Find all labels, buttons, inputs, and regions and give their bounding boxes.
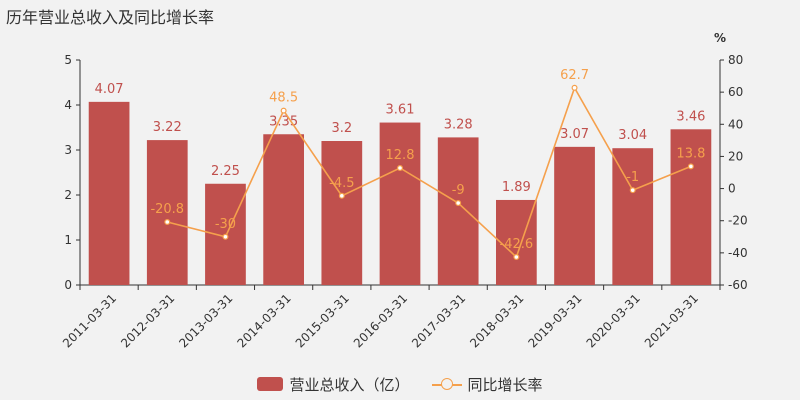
bar-value-label: 3.2 xyxy=(331,121,352,136)
legend-item-line[interactable]: 同比增长率 xyxy=(431,374,543,395)
growth-line xyxy=(167,85,692,259)
bar xyxy=(670,129,712,285)
bar xyxy=(146,140,188,285)
growth-point xyxy=(571,84,578,91)
growth-value-label: -4.5 xyxy=(329,176,354,191)
right-tick-label: 40 xyxy=(728,117,743,131)
growth-value-label: 13.8 xyxy=(676,146,705,161)
x-tick-label: 2021-03-31 xyxy=(642,291,701,350)
right-tick-label: 0 xyxy=(728,182,736,196)
legend-item-bar[interactable]: 营业总收入（亿） xyxy=(257,374,410,395)
right-axis-unit: % xyxy=(714,31,726,45)
growth-point xyxy=(687,163,694,170)
bar-value-label: 3.61 xyxy=(386,103,415,118)
left-tick-label: 1 xyxy=(64,233,72,247)
bar-value-label: 3.46 xyxy=(676,109,705,124)
x-tick-label: 2013-03-31 xyxy=(176,291,235,350)
bar-value-label: 3.04 xyxy=(618,128,647,143)
right-tick-label: 80 xyxy=(728,53,743,67)
x-tick-label: 2015-03-31 xyxy=(293,291,352,350)
bar xyxy=(321,141,363,285)
x-tick-label: 2016-03-31 xyxy=(351,291,410,350)
bar xyxy=(88,101,130,285)
growth-point xyxy=(280,107,287,114)
right-tick-label: 60 xyxy=(728,85,743,99)
x-tick-label: 2014-03-31 xyxy=(235,291,294,350)
left-tick-label: 4 xyxy=(64,98,72,112)
x-tick-label: 2011-03-31 xyxy=(60,291,119,350)
growth-point xyxy=(629,187,636,194)
bar xyxy=(437,137,479,285)
growth-point xyxy=(338,192,345,199)
bar xyxy=(554,146,595,285)
left-tick-label: 3 xyxy=(64,143,72,157)
growth-point xyxy=(513,254,520,261)
combo-chart: 0 1 2 3 4 5 -60 -40 -20 0 20 40 60 80% 2011-03-312012-… xyxy=(60,31,748,350)
left-tick-label: 5 xyxy=(64,53,72,67)
x-tick-label: 2012-03-31 xyxy=(118,291,177,350)
growth-value-label: -9 xyxy=(452,183,465,198)
growth-value-label: 12.8 xyxy=(386,148,415,163)
bar xyxy=(379,122,421,285)
bar-value-label: 3.28 xyxy=(444,117,473,132)
growth-value-label: -30 xyxy=(215,217,236,232)
right-tick-label: -20 xyxy=(728,214,748,228)
growth-value-label: 48.5 xyxy=(269,91,298,106)
growth-value-label: -20.8 xyxy=(150,202,184,217)
x-tick-label: 2017-03-31 xyxy=(409,291,468,350)
left-tick-label: 0 xyxy=(64,278,72,292)
bar xyxy=(263,134,304,285)
right-tick-label: -40 xyxy=(728,246,748,260)
bar-value-label: 3.07 xyxy=(560,127,589,142)
legend: 营业总收入（亿） 同比增长率 xyxy=(0,372,800,396)
growth-point xyxy=(397,165,404,172)
legend-bar-label: 营业总收入（亿） xyxy=(289,375,410,394)
bar-value-label: 3.22 xyxy=(153,120,182,135)
legend-bar-swatch xyxy=(257,377,284,391)
bar-value-label: 3.35 xyxy=(269,114,298,129)
x-tick-label: 2019-03-31 xyxy=(525,291,584,350)
legend-line-swatch xyxy=(431,377,462,391)
x-tick-label: 2018-03-31 xyxy=(467,291,526,350)
bar-value-label: 1.89 xyxy=(502,180,531,195)
growth-point xyxy=(455,200,462,207)
growth-point xyxy=(164,219,171,226)
growth-value-label: 62.7 xyxy=(560,68,589,83)
legend-line-label: 同比增长率 xyxy=(467,375,543,394)
right-tick-label: -60 xyxy=(728,278,748,292)
bar xyxy=(612,148,654,285)
bar-value-label: 4.07 xyxy=(95,82,124,97)
left-tick-label: 2 xyxy=(64,188,72,202)
growth-point xyxy=(222,233,229,240)
growth-value-label: -1 xyxy=(626,170,639,185)
growth-value-label: -42.6 xyxy=(500,237,534,252)
chart-title: 历年营业总收入及同比增长率 xyxy=(6,8,215,27)
bar-value-label: 2.25 xyxy=(211,164,240,179)
right-tick-label: 20 xyxy=(728,149,743,163)
bar xyxy=(496,199,537,285)
x-tick-label: 2020-03-31 xyxy=(584,291,643,350)
